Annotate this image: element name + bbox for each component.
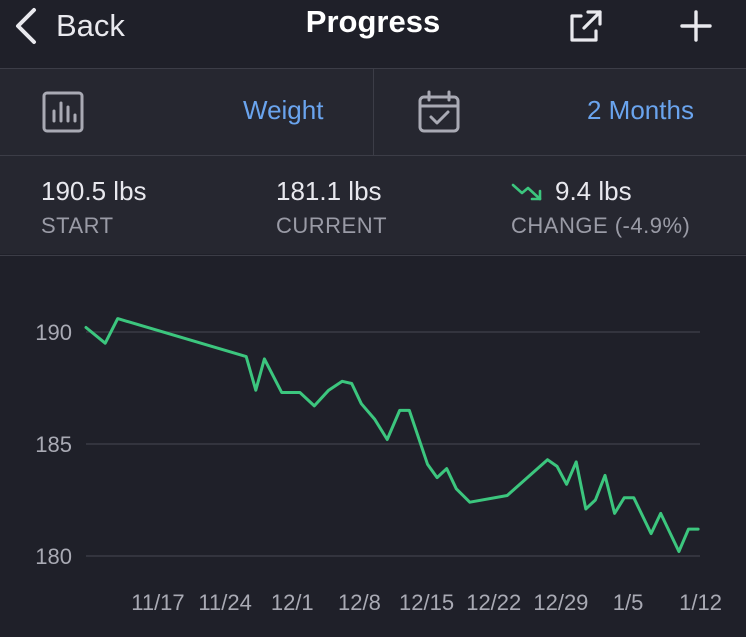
back-button[interactable]: Back xyxy=(14,6,125,46)
current-label: CURRENT xyxy=(276,213,388,238)
x-tick-label: 12/1 xyxy=(271,590,314,615)
weight-line-chart: 190 185 180 11/17 11/24 12/1 12/8 12/15 12/22 12/… xyxy=(35,317,722,615)
navigation-bar: Back Progress xyxy=(0,0,746,68)
y-tick-label: 185 xyxy=(35,432,72,457)
x-tick-label: 12/8 xyxy=(338,590,381,615)
range-selector[interactable]: 2 Months xyxy=(374,69,746,155)
divider xyxy=(0,155,746,156)
start-stat: 190.5 lbs START xyxy=(41,176,147,239)
calendar-icon xyxy=(418,90,460,133)
add-button[interactable] xyxy=(676,6,716,46)
back-label: Back xyxy=(56,8,125,43)
start-label: START xyxy=(41,213,114,238)
metric-selector[interactable]: Weight xyxy=(0,69,373,155)
x-tick-label: 11/24 xyxy=(198,590,251,615)
y-tick-label: 180 xyxy=(35,544,72,569)
trend-down-icon xyxy=(511,183,542,200)
chevron-left-icon xyxy=(16,8,36,44)
x-tick-label: 11/17 xyxy=(131,590,184,615)
change-stat: 9.4 lbs CHANGE (-4.9%) xyxy=(511,176,690,239)
x-tick-label: 12/29 xyxy=(533,590,588,615)
current-stat: 181.1 lbs CURRENT xyxy=(276,176,387,239)
bar-chart-icon xyxy=(42,91,84,133)
start-value: 190.5 lbs xyxy=(41,176,147,206)
x-tick-label: 12/15 xyxy=(399,590,454,615)
range-label: 2 Months xyxy=(587,95,694,125)
change-value: 9.4 lbs xyxy=(555,176,632,206)
divider xyxy=(373,69,374,155)
divider xyxy=(0,255,746,256)
weight-chart: 190 185 180 11/17 11/24 12/1 12/8 12/15 12/22 12/… xyxy=(0,256,746,632)
y-tick-label: 190 xyxy=(35,320,72,345)
metric-label: Weight xyxy=(243,95,324,125)
current-value: 181.1 lbs xyxy=(276,176,382,206)
change-label: CHANGE (-4.9%) xyxy=(511,213,691,238)
weight-series-line xyxy=(84,317,700,553)
x-tick-label: 12/22 xyxy=(466,590,521,615)
divider xyxy=(0,68,746,69)
x-tick-label: 1/12 xyxy=(679,590,722,615)
share-button[interactable] xyxy=(566,6,606,46)
stats-panel: 190.5 lbs START 181.1 lbs CURRENT 9.4 lb… xyxy=(0,156,746,254)
x-tick-label: 1/5 xyxy=(613,590,644,615)
share-icon xyxy=(570,10,602,42)
plus-icon xyxy=(680,10,712,42)
